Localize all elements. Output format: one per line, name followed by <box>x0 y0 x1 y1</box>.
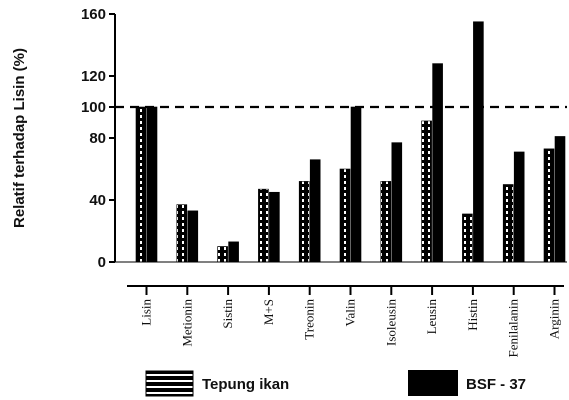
x-tick-label: Treonin <box>302 299 317 340</box>
x-tick-label: Fenilalanin <box>506 299 521 358</box>
x-axis-ticks: Lisin Metionin Sistin M+S Treonin Valin Isoleu… <box>139 286 562 358</box>
x-tick-label: Isoleusin <box>383 299 398 346</box>
bar-bsf-37-sistin <box>228 241 239 263</box>
bar-bsf-37-histin <box>473 21 484 263</box>
bar-tepung-ikan-arginin <box>543 148 555 263</box>
x-tick-label: Arginin <box>547 299 562 340</box>
bar-bsf-37-leusin <box>432 63 443 263</box>
bar-tepung-ikan-lisin <box>135 106 147 263</box>
bar-tepung-ikan-valin <box>339 168 351 263</box>
y-tick-label: 120 <box>81 68 106 85</box>
bar-tepung-ikan-isoleusin <box>380 181 392 263</box>
bars <box>135 21 566 263</box>
bar-tepung-ikan-histin <box>462 213 473 263</box>
x-tick-label: Leusin <box>424 299 439 335</box>
y-tick-label: 40 <box>89 192 106 209</box>
x-tick-label: Lisin <box>139 299 154 326</box>
x-tick-label: Valin <box>343 299 358 327</box>
bar-tepung-ikan-treonin <box>298 181 310 263</box>
bar-tepung-ikan-metionin <box>176 204 188 263</box>
legend-label-bsf-37: BSF - 37 <box>466 376 526 393</box>
y-tick-label: 100 <box>81 99 106 116</box>
bar-bsf-37-isoleusin <box>391 142 403 263</box>
bar-bsf-37-treonin <box>309 159 321 263</box>
bar-bsf-37-fenilalanin <box>513 151 525 263</box>
bar-bsf-37-metionin <box>187 210 199 263</box>
x-tick-label: M+S <box>261 299 276 325</box>
bar-bsf-37-arginin <box>554 136 566 263</box>
legend-swatch-tepung-ikan <box>145 370 194 397</box>
y-tick-label: 80 <box>89 130 106 147</box>
bar-bsf-37-valin <box>350 106 362 263</box>
bar-tepung-ikan-sistin <box>217 246 228 263</box>
bar-tepung-ikan-m-s <box>258 188 269 263</box>
x-tick-label: Sistin <box>220 299 235 329</box>
y-axis-ticks: 0 40 80 100 120 160 <box>81 6 115 271</box>
legend-label-tepung-ikan: Tepung ikan <box>202 376 289 393</box>
y-axis-label: Relatif terhadap Lisin (%) <box>11 48 28 228</box>
legend: Tepung ikan BSF - 37 <box>145 370 526 397</box>
x-tick-label: Metionin <box>179 299 194 347</box>
bar-tepung-ikan-leusin <box>421 120 432 263</box>
legend-swatch-bsf-37 <box>408 370 458 396</box>
y-tick-label: 160 <box>81 6 106 23</box>
y-tick-label: 0 <box>98 254 106 271</box>
bar-bsf-37-lisin <box>146 106 158 263</box>
bar-bsf-37-m-s <box>269 191 280 263</box>
x-tick-label: Histin <box>465 299 480 331</box>
bar-tepung-ikan-fenilalanin <box>502 184 514 263</box>
